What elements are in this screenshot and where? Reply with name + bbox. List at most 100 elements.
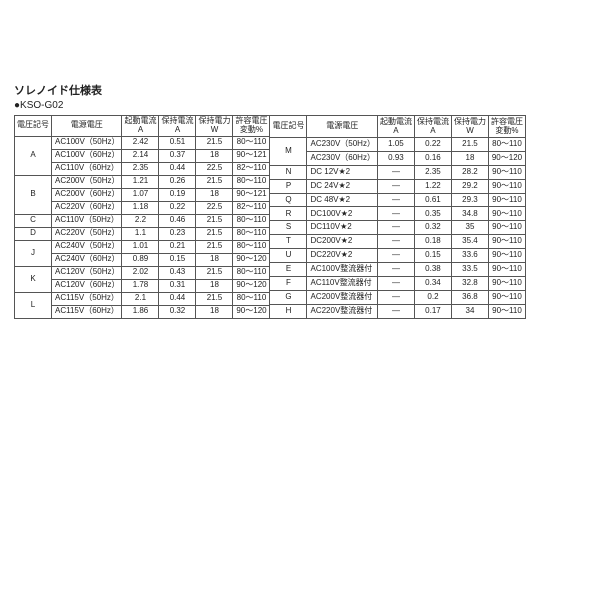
starting-current: — [377, 235, 414, 249]
supply-voltage: AC220V（60Hz） [52, 201, 122, 214]
holding-current: 0.35 [414, 207, 451, 221]
supply-voltage: AC100V整流器付 [307, 263, 377, 277]
voltage-code: D [15, 227, 52, 240]
header-tolerance: 許容電圧変動% [233, 116, 270, 137]
holding-current: 0.61 [414, 193, 451, 207]
holding-power: 32.8 [451, 276, 488, 290]
starting-current: — [377, 193, 414, 207]
supply-voltage: AC220V（50Hz） [52, 227, 122, 240]
holding-power: 35.4 [451, 235, 488, 249]
supply-voltage: AC100V（50Hz） [52, 136, 122, 149]
holding-power: 21.5 [196, 214, 233, 227]
holding-power: 21.5 [196, 227, 233, 240]
table-row: AC240V（60Hz）0.890.151890～120 [15, 253, 270, 266]
voltage-tolerance: 90～110 [488, 165, 525, 179]
voltage-code: J [15, 240, 52, 266]
starting-current: 1.07 [122, 188, 159, 201]
supply-voltage: AC200V（60Hz） [52, 188, 122, 201]
holding-power: 35 [451, 221, 488, 235]
holding-current: 0.37 [159, 149, 196, 162]
holding-current: 0.22 [159, 201, 196, 214]
supply-voltage: AC115V（60Hz） [52, 305, 122, 318]
page-title: ソレノイド仕様表 [14, 82, 586, 98]
starting-current: 1.01 [122, 240, 159, 253]
holding-current: 0.34 [414, 276, 451, 290]
starting-current: 1.1 [122, 227, 159, 240]
table-row: TDC200V★2—0.1835.490～110 [270, 235, 525, 249]
holding-current: 0.46 [159, 214, 196, 227]
voltage-tolerance: 82～110 [233, 201, 270, 214]
starting-current: 1.86 [122, 305, 159, 318]
holding-power: 18 [451, 151, 488, 165]
voltage-code: N [270, 165, 307, 179]
holding-current: 0.15 [414, 249, 451, 263]
supply-voltage: DC200V★2 [307, 235, 377, 249]
table-row: KAC120V（50Hz）2.020.4321.580～110 [15, 266, 270, 279]
starting-current: 1.18 [122, 201, 159, 214]
supply-voltage: DC100V★2 [307, 207, 377, 221]
voltage-tolerance: 80～110 [233, 227, 270, 240]
holding-power: 18 [196, 253, 233, 266]
holding-power: 34 [451, 304, 488, 318]
holding-power: 28.2 [451, 165, 488, 179]
table-row: AC115V（60Hz）1.860.321890～120 [15, 305, 270, 318]
voltage-tolerance: 90～110 [488, 276, 525, 290]
voltage-tolerance: 90～110 [488, 249, 525, 263]
voltage-tolerance: 80～110 [233, 266, 270, 279]
voltage-code: S [270, 221, 307, 235]
starting-current: 1.05 [377, 138, 414, 152]
voltage-code: T [270, 235, 307, 249]
voltage-code: A [15, 136, 52, 175]
holding-current: 0.23 [159, 227, 196, 240]
voltage-tolerance: 90～120 [233, 279, 270, 292]
voltage-tolerance: 90～110 [488, 207, 525, 221]
table-row: EAC100V整流器付—0.3833.590～110 [270, 263, 525, 277]
header-hold-current: 保持電流A [414, 116, 451, 138]
holding-current: 0.16 [414, 151, 451, 165]
starting-current: 0.93 [377, 151, 414, 165]
table-row: JAC240V（50Hz）1.010.2121.580～110 [15, 240, 270, 253]
table-row: CAC110V（50Hz）2.20.4621.580～110 [15, 214, 270, 227]
starting-current: — [377, 290, 414, 304]
voltage-tolerance: 90～120 [233, 305, 270, 318]
voltage-code: B [15, 175, 52, 214]
holding-current: 0.15 [159, 253, 196, 266]
table-row: AC220V（60Hz）1.180.2222.582～110 [15, 201, 270, 214]
voltage-tolerance: 80～110 [488, 138, 525, 152]
holding-current: 0.26 [159, 175, 196, 188]
holding-current: 0.43 [159, 266, 196, 279]
table-row: MAC230V（50Hz）1.050.2221.580～110 [270, 138, 525, 152]
voltage-code: E [270, 263, 307, 277]
header-hold-power: 保持電力W [451, 116, 488, 138]
holding-power: 29.2 [451, 179, 488, 193]
holding-power: 36.8 [451, 290, 488, 304]
header-start-current: 起動電流A [122, 116, 159, 137]
holding-power: 22.5 [196, 201, 233, 214]
holding-current: 0.32 [159, 305, 196, 318]
supply-voltage: DC110V★2 [307, 221, 377, 235]
supply-voltage: AC200V整流器付 [307, 290, 377, 304]
supply-voltage: AC110V（50Hz） [52, 214, 122, 227]
header-volt: 電源電圧 [307, 116, 377, 138]
supply-voltage: DC 48V★2 [307, 193, 377, 207]
holding-current: 0.32 [414, 221, 451, 235]
voltage-tolerance: 90～110 [488, 235, 525, 249]
holding-power: 18 [196, 149, 233, 162]
holding-current: 0.18 [414, 235, 451, 249]
holding-power: 22.5 [196, 162, 233, 175]
voltage-tolerance: 90～120 [233, 253, 270, 266]
supply-voltage: AC120V（50Hz） [52, 266, 122, 279]
holding-current: 2.35 [414, 165, 451, 179]
holding-current: 0.17 [414, 304, 451, 318]
starting-current: 1.21 [122, 175, 159, 188]
table-row: AAC100V（50Hz）2.420.5121.580～110 [15, 136, 270, 149]
holding-power: 21.5 [196, 136, 233, 149]
voltage-code: H [270, 304, 307, 318]
holding-current: 0.19 [159, 188, 196, 201]
table-row: AC200V（60Hz）1.070.191890～121 [15, 188, 270, 201]
voltage-tolerance: 90～110 [488, 304, 525, 318]
table-row: FAC110V整流器付—0.3432.890～110 [270, 276, 525, 290]
starting-current: — [377, 249, 414, 263]
holding-current: 0.44 [159, 292, 196, 305]
holding-current: 0.31 [159, 279, 196, 292]
